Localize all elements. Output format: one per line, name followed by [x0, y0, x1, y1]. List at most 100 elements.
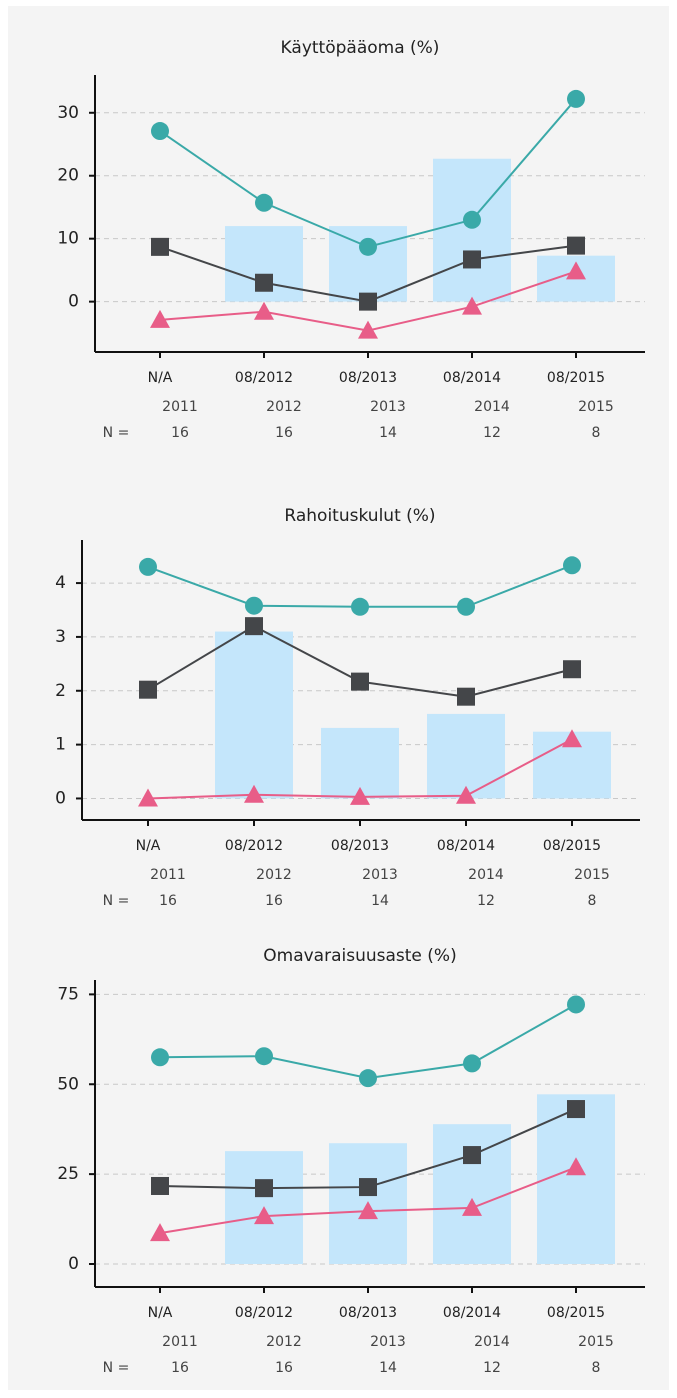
n-value: 8 [588, 893, 597, 909]
n-value: 16 [275, 425, 293, 441]
marker-triangle [350, 786, 370, 805]
marker-circle [567, 995, 585, 1014]
marker-triangle [138, 788, 158, 807]
marker-triangle [456, 785, 476, 804]
n-value: 12 [477, 893, 495, 909]
marker-square [463, 250, 481, 269]
bar [433, 158, 511, 302]
marker-square [151, 1176, 169, 1195]
x-tick-label: 08/2015 [547, 1305, 605, 1321]
y-tick-label: 50 [57, 1074, 79, 1094]
marker-square [359, 1178, 377, 1197]
x-tick-label: N/A [148, 1305, 173, 1321]
x-tick-label: 08/2015 [543, 838, 601, 854]
year-label: 2015 [574, 867, 610, 883]
marker-circle [567, 89, 585, 108]
marker-circle [255, 1047, 273, 1066]
marker-triangle [254, 301, 274, 320]
y-tick-label: 25 [57, 1164, 79, 1184]
year-label: 2012 [266, 399, 302, 415]
year-label: 2015 [578, 399, 614, 415]
x-tick-label: 08/2012 [225, 838, 283, 854]
x-tick-label: 08/2014 [443, 1305, 501, 1321]
marker-square [351, 672, 369, 691]
y-tick-label: 20 [57, 166, 79, 186]
y-tick-label: 10 [57, 229, 79, 249]
marker-circle [457, 597, 475, 616]
x-tick-label: 08/2012 [235, 370, 293, 386]
n-value: 14 [379, 1360, 397, 1376]
year-label: 2015 [578, 1334, 614, 1350]
marker-circle [151, 1048, 169, 1067]
year-label: 2013 [370, 1334, 406, 1350]
marker-triangle [566, 261, 586, 280]
marker-triangle [254, 1206, 274, 1225]
bar [537, 1094, 615, 1264]
marker-triangle [150, 309, 170, 328]
n-value: 14 [371, 893, 389, 909]
x-tick-label: 08/2014 [437, 838, 495, 854]
bar [215, 631, 293, 799]
marker-square [563, 660, 581, 679]
marker-square [255, 1179, 273, 1198]
marker-square [139, 680, 157, 699]
x-tick-label: 08/2013 [339, 370, 397, 386]
n-value: 16 [275, 1360, 293, 1376]
marker-square [567, 1100, 585, 1119]
y-tick-label: 3 [55, 627, 66, 647]
n-value: 8 [592, 1360, 601, 1376]
n-value: 8 [592, 425, 601, 441]
x-tick-label: 08/2013 [339, 1305, 397, 1321]
marker-circle [563, 556, 581, 575]
marker-triangle [358, 320, 378, 339]
y-tick-label: 1 [55, 735, 66, 755]
n-value: 12 [483, 425, 501, 441]
year-label: 2014 [474, 1334, 510, 1350]
n-label: N = [103, 1360, 130, 1376]
n-value: 16 [159, 893, 177, 909]
n-label: N = [103, 425, 130, 441]
marker-circle [359, 1069, 377, 1088]
year-label: 2012 [256, 867, 292, 883]
marker-circle [463, 1054, 481, 1073]
bar [321, 727, 399, 799]
n-value: 16 [265, 893, 283, 909]
n-value: 12 [483, 1360, 501, 1376]
y-tick-label: 2 [55, 681, 66, 701]
marker-triangle [358, 1201, 378, 1220]
marker-square [457, 687, 475, 706]
y-tick-label: 4 [55, 573, 66, 593]
marker-triangle [462, 296, 482, 315]
chart-title: Käyttöpääoma (%) [281, 38, 440, 58]
year-label: 2013 [370, 399, 406, 415]
y-tick-label: 30 [57, 103, 79, 123]
marker-square [255, 273, 273, 292]
marker-square [245, 617, 263, 636]
chart-title: Omavaraisuusaste (%) [263, 946, 456, 966]
y-tick-label: 0 [55, 788, 66, 808]
y-tick-label: 0 [68, 292, 79, 312]
n-value: 16 [171, 1360, 189, 1376]
n-label: N = [103, 893, 130, 909]
year-label: 2011 [150, 867, 186, 883]
y-tick-label: 0 [68, 1254, 79, 1274]
marker-triangle [150, 1223, 170, 1242]
x-tick-label: 08/2012 [235, 1305, 293, 1321]
year-label: 2013 [362, 867, 398, 883]
marker-square [359, 292, 377, 311]
marker-circle [463, 210, 481, 229]
x-tick-label: 08/2014 [443, 370, 501, 386]
marker-square [151, 237, 169, 256]
x-tick-label: N/A [148, 370, 173, 386]
marker-circle [351, 597, 369, 616]
marker-triangle [462, 1197, 482, 1216]
x-tick-label: N/A [136, 838, 161, 854]
x-tick-label: 08/2013 [331, 838, 389, 854]
marker-circle [245, 596, 263, 615]
year-label: 2011 [162, 1334, 198, 1350]
year-label: 2012 [266, 1334, 302, 1350]
marker-circle [255, 193, 273, 212]
year-label: 2014 [468, 867, 504, 883]
